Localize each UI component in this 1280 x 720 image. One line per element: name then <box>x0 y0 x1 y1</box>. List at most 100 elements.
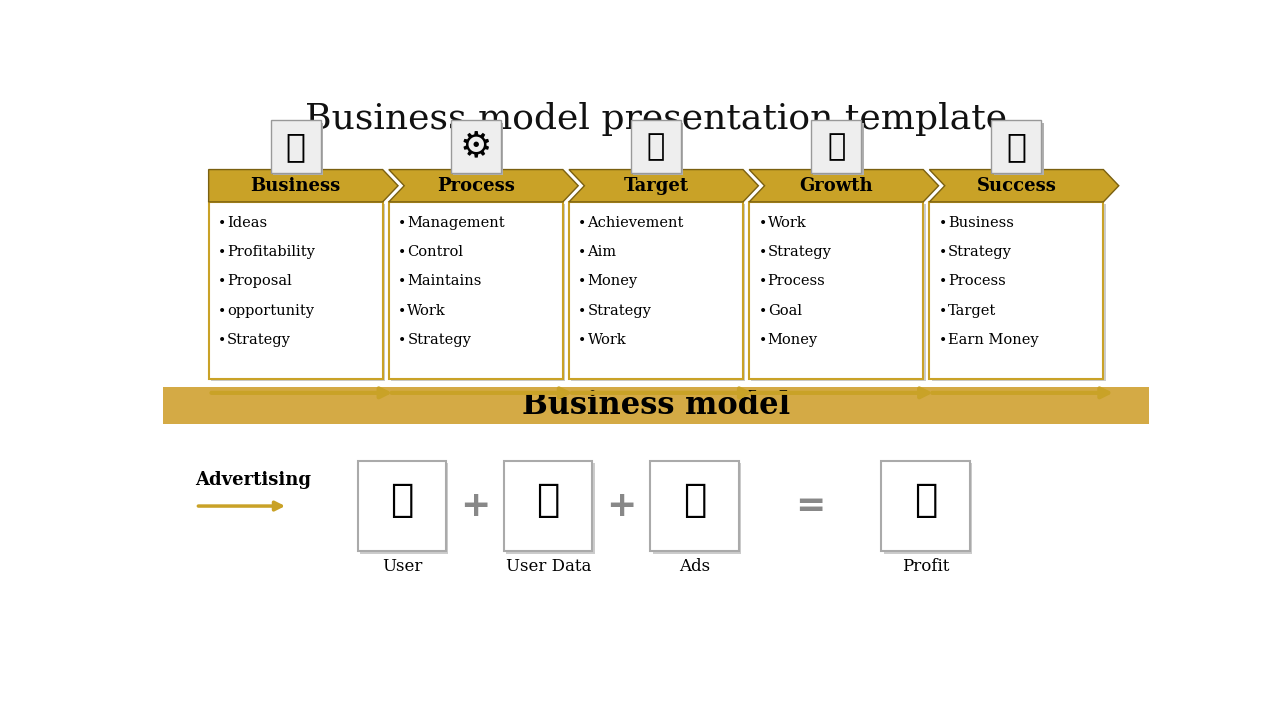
Text: 🎯: 🎯 <box>646 132 666 161</box>
FancyBboxPatch shape <box>812 120 861 173</box>
Text: Work: Work <box>768 216 806 230</box>
Text: Success: Success <box>977 176 1056 194</box>
Text: Process: Process <box>768 274 826 288</box>
Text: •: • <box>938 216 947 230</box>
Text: User: User <box>381 557 422 575</box>
Text: •: • <box>938 274 947 288</box>
Text: 📢: 📢 <box>682 481 707 519</box>
Text: Work: Work <box>407 304 445 318</box>
Text: Earn Money: Earn Money <box>947 333 1038 347</box>
Text: •: • <box>759 333 767 347</box>
Text: Management: Management <box>407 216 504 230</box>
Text: Achievement: Achievement <box>588 216 684 230</box>
Text: +: + <box>460 489 490 523</box>
Text: 🔎: 🔎 <box>536 481 559 519</box>
FancyBboxPatch shape <box>209 202 383 379</box>
FancyBboxPatch shape <box>270 120 321 173</box>
Text: •: • <box>579 304 586 318</box>
Text: Money: Money <box>768 333 818 347</box>
Text: Maintains: Maintains <box>407 274 481 288</box>
FancyBboxPatch shape <box>453 122 503 175</box>
FancyBboxPatch shape <box>360 463 448 554</box>
Polygon shape <box>389 169 579 202</box>
FancyBboxPatch shape <box>451 120 500 173</box>
FancyBboxPatch shape <box>883 463 972 554</box>
Polygon shape <box>209 169 398 202</box>
Text: Money: Money <box>588 274 637 288</box>
Bar <box>164 387 1149 423</box>
FancyBboxPatch shape <box>389 202 563 379</box>
Text: ⚙: ⚙ <box>460 130 492 163</box>
FancyBboxPatch shape <box>932 204 1106 382</box>
FancyBboxPatch shape <box>570 202 742 379</box>
Text: Target: Target <box>623 176 689 194</box>
Text: •: • <box>579 333 586 347</box>
FancyBboxPatch shape <box>571 204 745 382</box>
Text: •: • <box>398 304 406 318</box>
Text: Profit: Profit <box>902 557 950 575</box>
FancyBboxPatch shape <box>751 204 925 382</box>
Text: opportunity: opportunity <box>227 304 314 318</box>
FancyBboxPatch shape <box>631 120 681 173</box>
Text: •: • <box>398 333 406 347</box>
Text: Ideas: Ideas <box>227 216 268 230</box>
FancyBboxPatch shape <box>653 463 741 554</box>
Text: 💰: 💰 <box>914 481 937 519</box>
Text: •: • <box>218 333 227 347</box>
FancyBboxPatch shape <box>392 204 566 382</box>
Text: Aim: Aim <box>588 245 617 259</box>
Text: Strategy: Strategy <box>227 333 291 347</box>
Text: Business: Business <box>947 216 1014 230</box>
Text: •: • <box>579 216 586 230</box>
Text: •: • <box>218 216 227 230</box>
Polygon shape <box>749 169 938 202</box>
FancyBboxPatch shape <box>357 461 447 552</box>
Text: Growth: Growth <box>800 176 873 194</box>
Text: •: • <box>398 245 406 259</box>
Text: Strategy: Strategy <box>947 245 1011 259</box>
Text: Business model presentation template: Business model presentation template <box>305 102 1007 136</box>
Text: Advertising: Advertising <box>196 471 311 489</box>
FancyBboxPatch shape <box>814 122 864 175</box>
FancyBboxPatch shape <box>273 122 323 175</box>
Text: •: • <box>218 274 227 288</box>
Text: =: = <box>795 489 826 523</box>
Text: Work: Work <box>588 333 626 347</box>
FancyBboxPatch shape <box>650 461 739 552</box>
Text: +: + <box>607 489 636 523</box>
Text: •: • <box>938 333 947 347</box>
Text: Business: Business <box>251 176 340 194</box>
Text: •: • <box>759 304 767 318</box>
FancyBboxPatch shape <box>929 202 1103 379</box>
Text: •: • <box>218 245 227 259</box>
Text: Goal: Goal <box>768 304 801 318</box>
Text: •: • <box>938 245 947 259</box>
FancyBboxPatch shape <box>506 463 595 554</box>
Text: Strategy: Strategy <box>768 245 832 259</box>
Text: 🏆: 🏆 <box>1006 130 1027 163</box>
Text: Profitability: Profitability <box>227 245 315 259</box>
Text: Process: Process <box>436 176 515 194</box>
Text: Ads: Ads <box>678 557 710 575</box>
Text: •: • <box>579 245 586 259</box>
Text: •: • <box>759 216 767 230</box>
FancyBboxPatch shape <box>881 461 970 552</box>
Text: Business model: Business model <box>522 390 790 420</box>
Text: 🧳: 🧳 <box>285 130 306 163</box>
Text: Process: Process <box>947 274 1006 288</box>
Polygon shape <box>570 169 759 202</box>
Text: Control: Control <box>407 245 463 259</box>
FancyBboxPatch shape <box>993 122 1043 175</box>
Text: 👥: 👥 <box>390 481 413 519</box>
Text: •: • <box>398 274 406 288</box>
FancyBboxPatch shape <box>504 461 593 552</box>
Text: •: • <box>218 304 227 318</box>
FancyBboxPatch shape <box>211 204 385 382</box>
FancyBboxPatch shape <box>749 202 923 379</box>
Text: Target: Target <box>947 304 996 318</box>
Text: •: • <box>759 274 767 288</box>
Text: User Data: User Data <box>506 557 591 575</box>
Text: Strategy: Strategy <box>407 333 471 347</box>
Text: Strategy: Strategy <box>588 304 652 318</box>
Text: Proposal: Proposal <box>227 274 292 288</box>
